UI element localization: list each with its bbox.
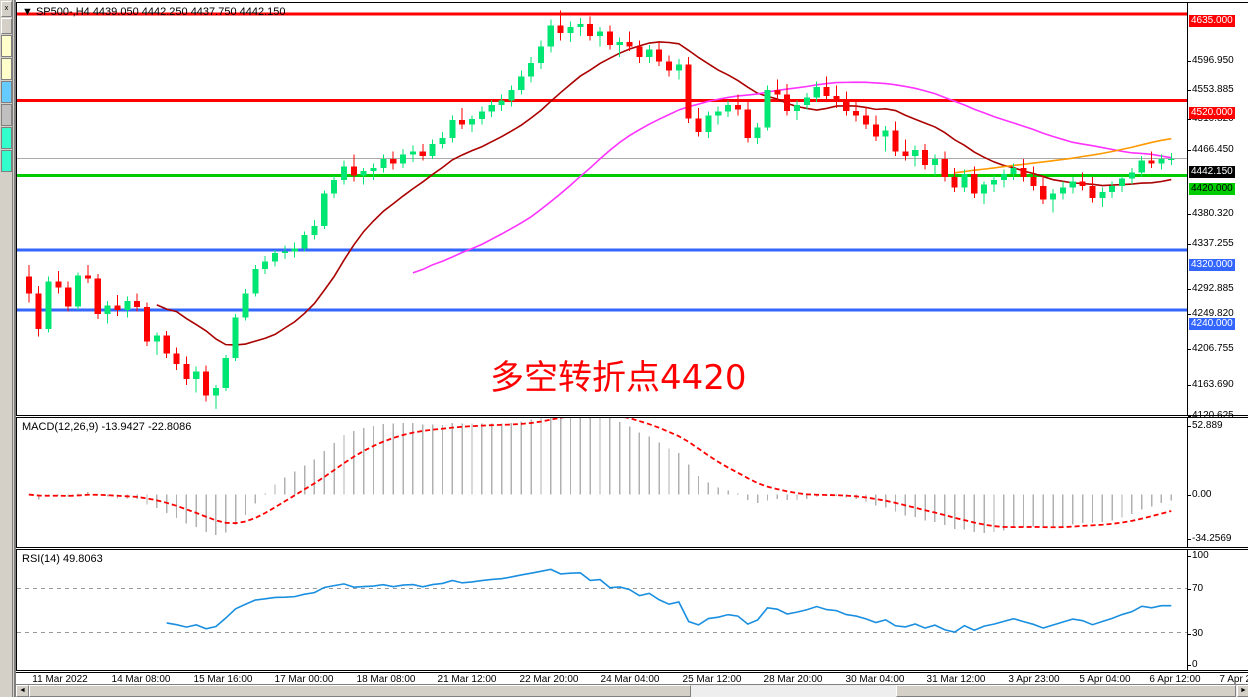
close-icon[interactable]: x [1, 1, 12, 17]
symbol-info-text: SP500-,H4 4439.050 4442.250 4437.750 444… [35, 6, 286, 18]
time-axis-tick: 7 Apr 20:00 [1219, 674, 1248, 685]
macd-axis-tick: 52.889 [1188, 420, 1223, 431]
price-level-badge: 4240.000 [1189, 318, 1235, 330]
color-swatch-5[interactable] [1, 127, 12, 149]
chart-annotation-text: 多空转折点4420 [490, 358, 747, 398]
time-axis-tick: 25 Mar 12:00 [682, 674, 742, 685]
rsi-axis-tick: 30 [1187, 628, 1204, 639]
rsi-axis-tick: 100 [1188, 550, 1209, 561]
price-axis-tick: 4466.450 [1188, 144, 1234, 155]
time-axis-tick: 14 Mar 08:00 [111, 674, 171, 685]
time-axis-tick: 5 Apr 04:00 [1079, 674, 1131, 685]
time-axis-tick: 24 Mar 04:00 [600, 674, 660, 685]
color-swatch-6[interactable] [1, 150, 12, 172]
price-axis-tick: 4120.625 [1188, 410, 1234, 421]
time-axis-tick: 22 Mar 20:00 [519, 674, 579, 685]
time-axis-tick: 3 Apr 23:00 [1008, 674, 1060, 685]
rsi-axis-tick: 70 [1187, 583, 1204, 594]
price-candlestick-svg [17, 10, 1187, 410]
macd-axis[interactable]: 52.889 0.00 -34.2569 [1187, 418, 1248, 547]
toolbar-button-1[interactable] [1, 18, 12, 34]
price-axis-tick: 4553.885 [1188, 84, 1234, 95]
left-toolbar: x [0, 0, 13, 697]
price-axis-tick: 4249.820 [1188, 308, 1234, 319]
rsi-svg [17, 568, 1187, 634]
color-swatch-4[interactable] [1, 104, 12, 126]
price-axis-tick: 4337.255 [1188, 238, 1234, 249]
time-axis-tick: 18 Mar 08:00 [356, 674, 416, 685]
macd-plot-area[interactable] [17, 418, 1187, 547]
rsi-axis-tick: 0 [1188, 659, 1198, 670]
price-axis[interactable]: 4596.9504553.8854510.8204466.4504380.320… [1187, 3, 1248, 421]
scrollbar-thumb[interactable] [29, 685, 691, 697]
price-axis-tick: 4206.755 [1188, 343, 1234, 354]
price-level-badge: 4635.000 [1189, 15, 1235, 27]
price-level-badge: 4520.000 [1189, 107, 1235, 119]
scroll-left-arrow-icon[interactable]: ◄ [16, 685, 29, 697]
time-axis-tick: 21 Mar 12:00 [437, 674, 497, 685]
time-axis-tick: 31 Mar 12:00 [926, 674, 986, 685]
price-level-badge: 4320.000 [1189, 259, 1235, 271]
chart-window: ▼ SP500-,H4 4439.050 4442.250 4437.750 4… [14, 0, 1248, 697]
rsi-pane[interactable]: RSI(14) 49.8063 100 70 30 0 [16, 549, 1248, 671]
price-level-badge: 4420.000 [1189, 183, 1235, 195]
collapse-triangle-icon[interactable]: ▼ [22, 6, 33, 18]
macd-svg [28, 418, 1172, 535]
time-axis-tick: 11 Mar 2022 [32, 674, 88, 685]
time-axis-tick: 15 Mar 16:00 [193, 674, 253, 685]
scroll-right-arrow-icon[interactable]: ► [1237, 685, 1248, 697]
price-axis-tick: 4380.320 [1188, 208, 1234, 219]
rsi-plot-area[interactable] [17, 550, 1187, 670]
scrollbar-thumb-secondary[interactable] [896, 685, 1236, 697]
macd-axis-tick: -34.2569 [1187, 533, 1232, 544]
time-axis[interactable]: 11 Mar 2022 14 Mar 08:00 15 Mar 16:00 17 Ma… [16, 672, 1248, 685]
time-axis-tick: 28 Mar 20:00 [763, 674, 823, 685]
color-swatch-1[interactable] [1, 35, 12, 57]
color-swatch-3[interactable] [1, 81, 12, 103]
macd-pane[interactable]: MACD(12,26,9) -13.9427 -22.8086 52.889 0.… [16, 417, 1248, 548]
color-swatch-2[interactable] [1, 58, 12, 80]
time-axis-tick: 30 Mar 04:00 [845, 674, 905, 685]
price-pane[interactable]: ▼ SP500-,H4 4439.050 4442.250 4437.750 4… [16, 2, 1248, 421]
macd-label: MACD(12,26,9) -13.9427 -22.8086 [22, 421, 192, 433]
macd-axis-tick: 0.00 [1187, 489, 1212, 500]
horizontal-scrollbar[interactable]: ◄ ► [16, 684, 1248, 697]
rsi-label: RSI(14) 49.8063 [22, 553, 103, 565]
price-axis-tick: 4596.950 [1188, 55, 1234, 66]
symbol-info-bar: ▼ SP500-,H4 4439.050 4442.250 4437.750 4… [22, 6, 286, 18]
time-axis-tick: 6 Apr 12:00 [1149, 674, 1201, 685]
time-axis-tick: 17 Mar 00:00 [274, 674, 334, 685]
price-plot-area[interactable] [17, 3, 1187, 415]
rsi-axis[interactable]: 100 70 30 0 [1187, 550, 1248, 670]
price-axis-tick: 4163.690 [1188, 379, 1234, 390]
price-axis-tick: 4292.885 [1188, 283, 1234, 294]
price-level-badge: 4442.150 [1189, 166, 1235, 178]
